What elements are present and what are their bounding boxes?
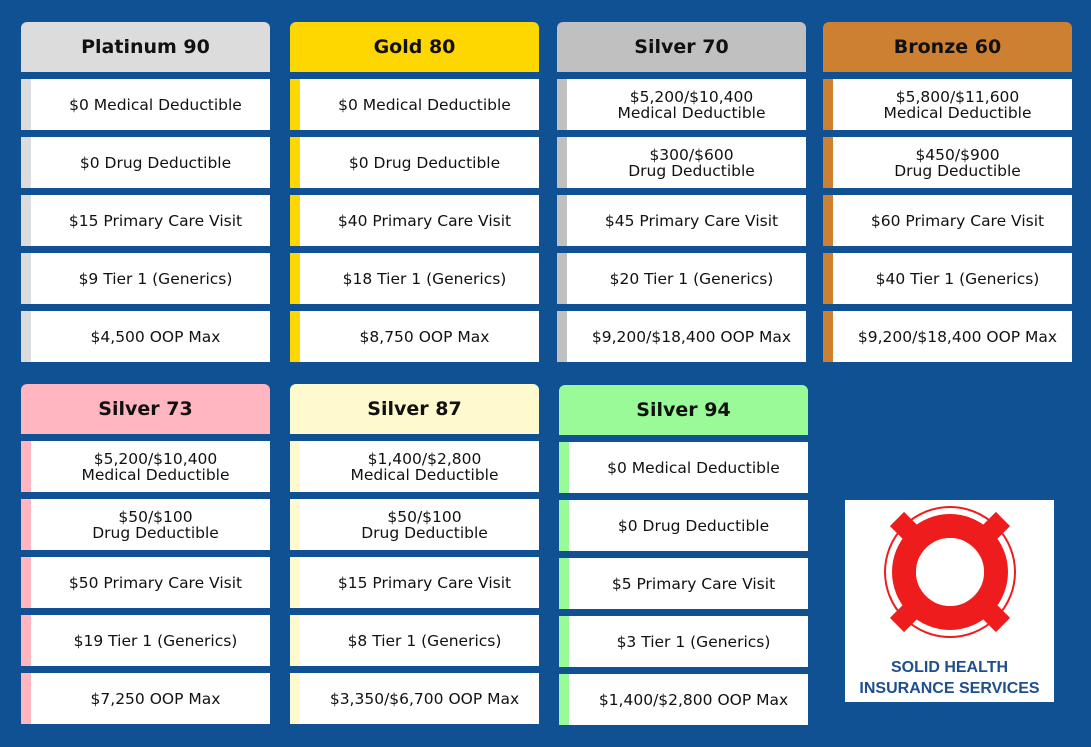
plan-benefit-text: $300/$600 Drug Deductible [628,145,755,180]
plan-benefit-text: $50/$100 Drug Deductible [92,507,219,542]
plan-benefit-row: $4,500 OOP Max [21,311,270,362]
plan-benefit-row: $15 Primary Care Visit [290,557,539,608]
plan-benefit-text: $5 Primary Care Visit [611,574,776,593]
plan-benefit-row: $8,750 OOP Max [290,311,539,362]
plan-benefit-row: $1,400/$2,800 OOP Max [559,674,808,725]
plan-card: Bronze 60 $5,800/$11,600 Medical Deductib… [823,22,1072,369]
plan-benefit-text: $20 Tier 1 (Generics) [609,269,774,288]
plan-benefit-row: $1,400/$2,800 Medical Deductible [290,441,539,492]
plan-benefit-text: $0 Drug Deductible [348,153,501,172]
plan-benefit-text: $15 Primary Care Visit [337,573,512,592]
plan-title: Silver 73 [21,384,270,434]
plan-benefit-text: $50/$100 Drug Deductible [361,507,488,542]
plan-benefit-text: $15 Primary Care Visit [68,211,243,230]
plan-benefit-row: $45 Primary Care Visit [557,195,806,246]
plan-benefit-row: $3 Tier 1 (Generics) [559,616,808,667]
plan-benefit-text: $3,350/$6,700 OOP Max [329,689,520,708]
plan-benefit-row: $18 Tier 1 (Generics) [290,253,539,304]
plan-benefit-row: $3,350/$6,700 OOP Max [290,673,539,724]
plan-benefit-text: $450/$900 Drug Deductible [894,145,1021,180]
plan-benefit-text: $5,200/$10,400 Medical Deductible [617,87,766,122]
plan-title: Silver 70 [557,22,806,72]
plan-benefit-row: $9,200/$18,400 OOP Max [823,311,1072,362]
plan-card: Gold 80 $0 Medical Deductible $0 Drug Dedu… [290,22,539,369]
plan-card: Silver 70 $5,200/$10,400 Medical Deductib… [557,22,806,369]
plan-benefit-text: $4,500 OOP Max [90,327,221,346]
plan-benefit-row: $0 Medical Deductible [21,79,270,130]
plan-benefit-row: $50/$100 Drug Deductible [21,499,270,550]
plan-benefit-text: $5,200/$10,400 Medical Deductible [81,449,230,484]
plan-benefit-text: $0 Drug Deductible [79,153,232,172]
plan-benefit-row: $5 Primary Care Visit [559,558,808,609]
plan-benefit-text: $5,800/$11,600 Medical Deductible [883,87,1032,122]
plan-benefit-text: $0 Medical Deductible [69,95,242,114]
plan-benefit-text: $9 Tier 1 (Generics) [78,269,233,288]
plan-benefit-text: $9,200/$18,400 OOP Max [857,327,1058,346]
plan-benefit-row: $5,800/$11,600 Medical Deductible [823,79,1072,130]
company-logo: SOLID HEALTH INSURANCE SERVICES [845,500,1054,702]
plan-benefit-text: $8 Tier 1 (Generics) [347,631,502,650]
plan-title: Gold 80 [290,22,539,72]
plan-benefit-text: $0 Medical Deductible [607,458,780,477]
plan-card: Silver 94 $0 Medical Deductible $0 Drug De… [559,385,808,732]
plan-title: Silver 87 [290,384,539,434]
plan-benefit-text: $0 Medical Deductible [338,95,511,114]
plan-benefit-row: $20 Tier 1 (Generics) [557,253,806,304]
plan-card: Silver 73 $5,200/$10,400 Medical Deductib… [21,384,270,731]
plan-benefit-row: $19 Tier 1 (Generics) [21,615,270,666]
plan-benefit-text: $19 Tier 1 (Generics) [73,631,238,650]
plan-title: Platinum 90 [21,22,270,72]
plan-benefit-row: $40 Tier 1 (Generics) [823,253,1072,304]
plan-benefit-row: $0 Medical Deductible [290,79,539,130]
plan-title: Bronze 60 [823,22,1072,72]
plan-benefit-text: $1,400/$2,800 Medical Deductible [350,449,499,484]
plan-benefit-text: $40 Primary Care Visit [337,211,512,230]
plan-card: Silver 87 $1,400/$2,800 Medical Deductibl… [290,384,539,731]
plan-card: Platinum 90 $0 Medical Deductible $0 Drug … [21,22,270,369]
plan-benefit-row: $5,200/$10,400 Medical Deductible [21,441,270,492]
plan-benefit-row: $0 Drug Deductible [290,137,539,188]
logo-text: SOLID HEALTH INSURANCE SERVICES [859,659,1040,697]
plan-benefit-row: $15 Primary Care Visit [21,195,270,246]
plan-benefit-row: $40 Primary Care Visit [290,195,539,246]
plan-benefit-row: $60 Primary Care Visit [823,195,1072,246]
plan-benefit-row: $5,200/$10,400 Medical Deductible [557,79,806,130]
plan-benefit-text: $8,750 OOP Max [359,327,490,346]
plan-benefit-text: $50 Primary Care Visit [68,573,243,592]
plan-benefit-row: $0 Drug Deductible [21,137,270,188]
plan-benefit-row: $9 Tier 1 (Generics) [21,253,270,304]
plan-benefit-row: $450/$900 Drug Deductible [823,137,1072,188]
plan-benefit-text: $9,200/$18,400 OOP Max [591,327,792,346]
plan-benefit-text: $60 Primary Care Visit [870,211,1045,230]
plan-benefit-row: $9,200/$18,400 OOP Max [557,311,806,362]
plan-benefit-row: $0 Drug Deductible [559,500,808,551]
plan-benefit-text: $40 Tier 1 (Generics) [875,269,1040,288]
plan-benefit-text: $0 Drug Deductible [617,516,770,535]
plan-title: Silver 94 [559,385,808,435]
plan-benefit-row: $0 Medical Deductible [559,442,808,493]
plan-benefit-text: $7,250 OOP Max [90,689,221,708]
plan-benefit-row: $50 Primary Care Visit [21,557,270,608]
plan-benefit-row: $50/$100 Drug Deductible [290,499,539,550]
plan-benefit-text: $45 Primary Care Visit [604,211,779,230]
life-ring-icon [884,506,1016,638]
plan-benefit-text: $3 Tier 1 (Generics) [616,632,771,651]
plan-benefit-text: $18 Tier 1 (Generics) [342,269,507,288]
plan-benefit-row: $7,250 OOP Max [21,673,270,724]
plan-benefit-text: $1,400/$2,800 OOP Max [598,690,789,709]
plan-benefit-row: $8 Tier 1 (Generics) [290,615,539,666]
plan-benefit-row: $300/$600 Drug Deductible [557,137,806,188]
